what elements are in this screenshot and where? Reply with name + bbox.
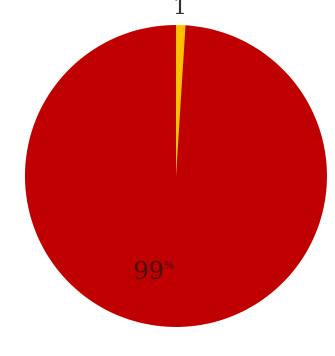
pie-slice-1 <box>176 25 186 176</box>
slice-label-large: 99% <box>134 257 175 285</box>
slice-label-small: 1 <box>173 0 187 20</box>
pie-slice-99 <box>24 25 327 327</box>
pie-slices <box>24 25 327 327</box>
slice-label-value: 99 <box>134 257 165 285</box>
pie-labels: 1 99% <box>134 0 188 285</box>
slice-label-suffix: % <box>164 259 174 272</box>
